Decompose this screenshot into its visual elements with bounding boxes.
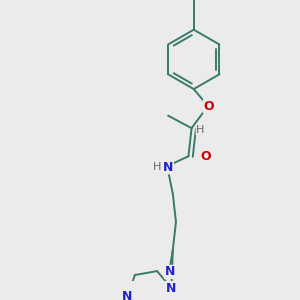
Text: H: H	[196, 125, 205, 135]
Text: O: O	[203, 100, 214, 113]
Text: H: H	[153, 162, 161, 172]
Text: N: N	[122, 290, 132, 300]
Text: N: N	[163, 161, 173, 174]
Text: N: N	[167, 282, 177, 295]
Text: N: N	[164, 266, 175, 278]
Text: O: O	[200, 150, 211, 163]
